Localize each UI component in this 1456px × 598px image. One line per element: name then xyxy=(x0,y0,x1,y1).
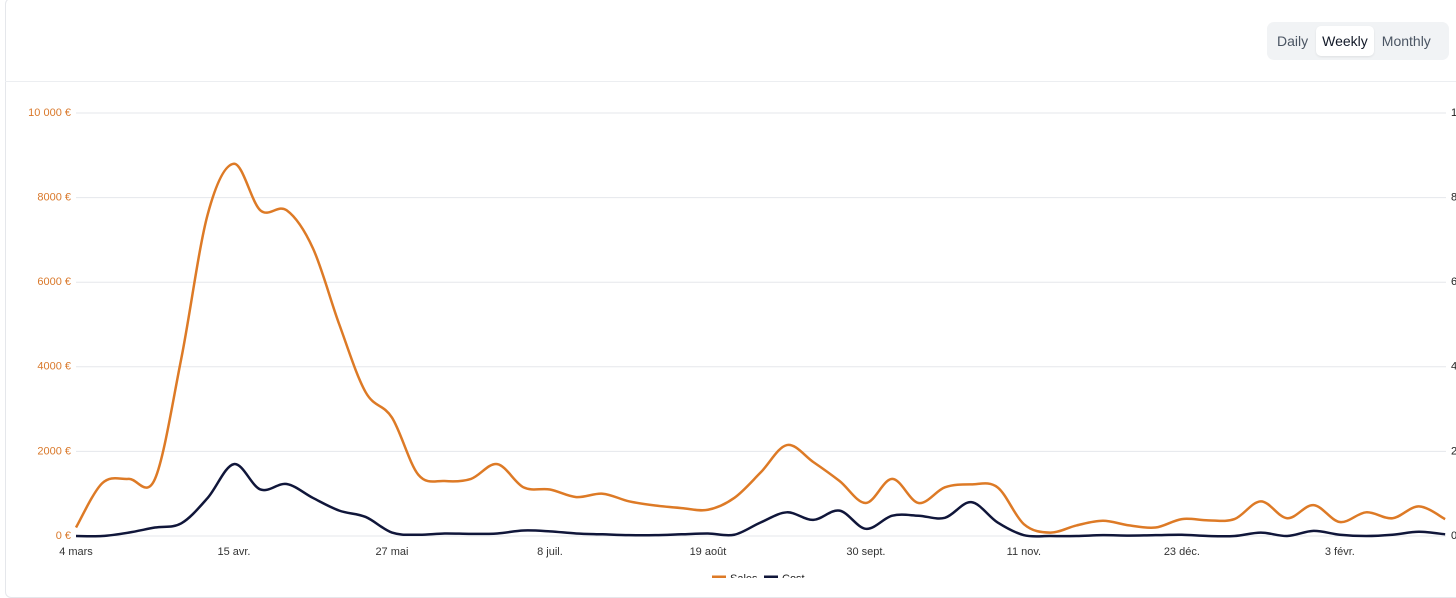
period-toggle: Daily Weekly Monthly xyxy=(1267,22,1449,60)
y-tick-label: 10 000 € xyxy=(28,107,71,119)
page: Daily Weekly Monthly 0 € 2000 € 4000 € 6000 €… xyxy=(5,0,1456,598)
y2-tick-label: 2 xyxy=(1451,445,1456,457)
x-tick-label: 3 févr. xyxy=(1325,546,1355,558)
y-tick-label: 0 € xyxy=(56,530,71,542)
period-button[interactable]: Weekly xyxy=(1316,26,1374,56)
x-tick-label: 30 sept. xyxy=(846,546,885,558)
x-tick-label: 23 déc. xyxy=(1164,546,1200,558)
y-tick-label: 2000 € xyxy=(37,445,71,457)
y-tick-label: 8000 € xyxy=(37,192,71,204)
x-tick-label: 8 juil. xyxy=(537,546,563,558)
y2-tick-label: 1 xyxy=(1451,107,1456,119)
y2-tick-label: 8 xyxy=(1451,192,1456,204)
y-tick-label: 4000 € xyxy=(37,361,71,373)
x-tick-label: 11 nov. xyxy=(1007,546,1041,558)
y2-tick-label: 4 xyxy=(1451,361,1456,373)
y-tick-label: 6000 € xyxy=(37,276,71,288)
x-tick-label: 4 mars xyxy=(59,546,93,558)
y2-tick-label: 0 xyxy=(1451,530,1456,542)
legend-label: Cost xyxy=(782,573,805,578)
series-line xyxy=(74,162,1446,534)
period-button[interactable]: Monthly xyxy=(1381,33,1431,49)
legend-label: Sales xyxy=(730,573,758,578)
x-tick-label: 15 avr. xyxy=(217,546,250,558)
series-line xyxy=(75,462,1446,538)
header-divider xyxy=(5,81,1456,82)
x-tick-label: 19 août xyxy=(690,546,727,558)
chart: 0 € 2000 € 4000 € 6000 € 8000 € 10 000 € 0 2 4 6 8… xyxy=(28,107,1456,578)
y2-tick-label: 6 xyxy=(1451,276,1456,288)
x-tick-label: 27 mai xyxy=(375,546,408,558)
period-button[interactable]: Daily xyxy=(1277,33,1309,49)
